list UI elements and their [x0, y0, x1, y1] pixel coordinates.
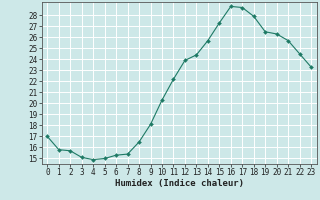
- X-axis label: Humidex (Indice chaleur): Humidex (Indice chaleur): [115, 179, 244, 188]
